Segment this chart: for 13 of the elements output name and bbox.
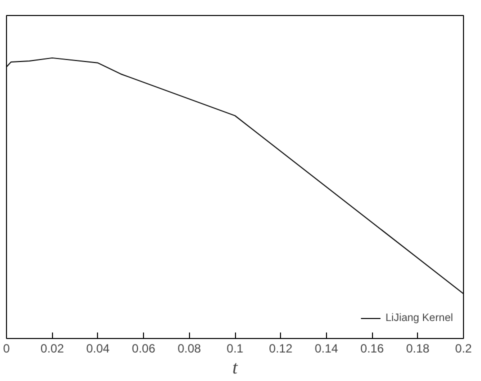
x-tick-label: 0.06: [132, 342, 156, 356]
x-tick-label: 0.14: [314, 342, 338, 356]
x-tick-label: 0.16: [360, 342, 384, 356]
x-tick-label: 0.2: [455, 342, 472, 356]
x-tick-label: 0.02: [40, 342, 64, 356]
x-tick-label: 0.18: [406, 342, 430, 356]
x-axis-title: t: [232, 358, 238, 378]
x-tick-label: 0.12: [269, 342, 293, 356]
x-tick-label: 0.1: [226, 342, 244, 356]
x-tick-label: 0.08: [178, 342, 202, 356]
x-tick-label: 0.04: [86, 342, 110, 356]
legend-label: LiJiang Kernel: [385, 312, 453, 324]
x-tick-label: 0: [3, 342, 10, 356]
